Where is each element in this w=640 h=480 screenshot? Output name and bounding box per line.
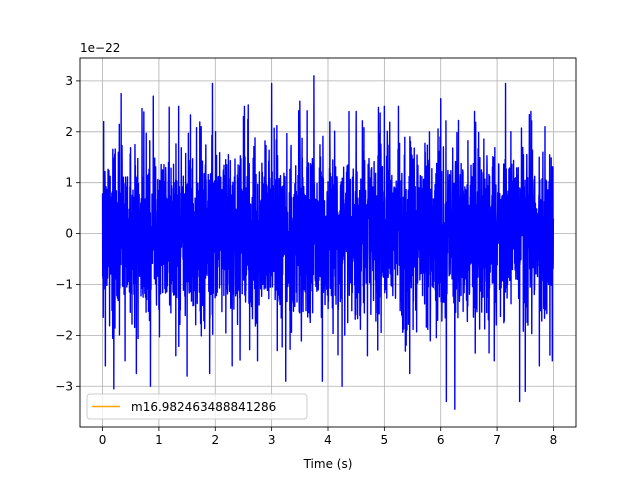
y-tick-label: −2 xyxy=(55,328,73,342)
x-tick-label: 4 xyxy=(324,433,332,447)
x-tick-label: 1 xyxy=(155,433,163,447)
plot-area xyxy=(101,75,555,410)
y-tick-label: −3 xyxy=(55,379,73,393)
x-tick-label: 3 xyxy=(268,433,276,447)
x-tick-label: 8 xyxy=(550,433,558,447)
x-tick-label: 0 xyxy=(99,433,107,447)
y-tick-label: 2 xyxy=(65,125,73,139)
series-line-strain xyxy=(101,75,555,410)
legend-label: m16.982463488841286 xyxy=(131,400,276,414)
legend-box xyxy=(86,393,308,420)
y-axis-offset-text: 1e−22 xyxy=(80,41,120,55)
x-tick-label: 7 xyxy=(493,433,501,447)
x-axis-label: Time (s) xyxy=(303,457,353,471)
y-axis-ticks: −3 −2 −1 0 1 2 3 xyxy=(55,74,80,393)
y-tick-label: −1 xyxy=(55,277,73,291)
x-tick-label: 2 xyxy=(211,433,219,447)
y-tick-label: 0 xyxy=(65,227,73,241)
legend: m16.982463488841286 xyxy=(86,393,308,420)
y-tick-label: 1 xyxy=(65,176,73,190)
x-tick-label: 6 xyxy=(437,433,445,447)
x-tick-label: 5 xyxy=(381,433,389,447)
y-tick-label: 3 xyxy=(65,74,73,88)
x-axis-ticks: 0 1 2 3 4 5 6 7 8 xyxy=(99,427,558,447)
